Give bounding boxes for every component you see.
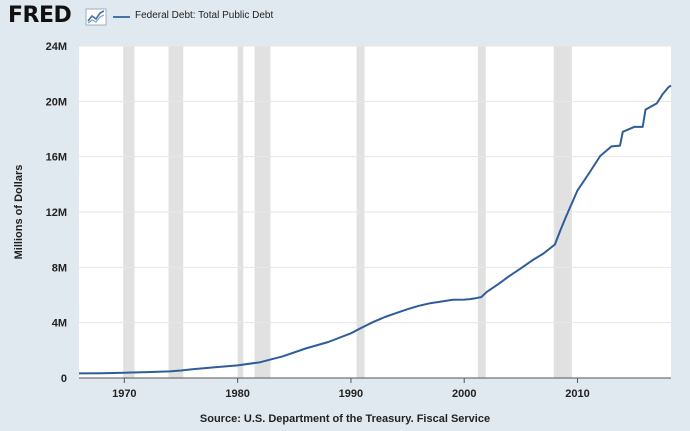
line-graph-icon xyxy=(85,8,107,26)
x-tick-label: 2000 xyxy=(452,388,476,400)
y-tick-label: 24M xyxy=(46,41,67,53)
line-chart: 0 4M 8M 12M 16M 20M 24M 1970 1980 1990 2000 2010 M… xyxy=(13,41,672,400)
x-tick-label: 1970 xyxy=(112,388,136,400)
y-tick-label: 4M xyxy=(52,318,67,330)
series-layer xyxy=(78,84,672,375)
legend-label: Federal Debt: Total Public Debt xyxy=(135,10,274,21)
y-axis-ticks: 0 4M 8M 12M 16M 20M 24M xyxy=(46,41,67,385)
y-axis-label: Millions of Dollars xyxy=(13,165,25,260)
source-note: Source: U.S. Department of the Treasury.… xyxy=(199,413,491,425)
y-tick-label: 16M xyxy=(46,152,67,164)
y-tick-label: 20M xyxy=(46,96,67,108)
y-tick-label: 0 xyxy=(61,373,67,385)
x-tick-label: 1980 xyxy=(225,388,249,400)
legend-swatch xyxy=(113,16,130,18)
chart-header: FRED Federal Debt: Total Public Debt xyxy=(0,0,690,34)
gridlines xyxy=(79,45,671,379)
y-tick-label: 8M xyxy=(52,262,67,274)
x-tick-label: 1990 xyxy=(339,388,363,400)
series-line xyxy=(78,84,672,375)
fred-logo[interactable]: FRED xyxy=(8,3,72,28)
y-tick-label: 12M xyxy=(46,207,67,219)
x-axis-ticks: 1970 1980 1990 2000 2010 xyxy=(112,378,590,400)
x-tick-label: 2010 xyxy=(565,388,589,400)
